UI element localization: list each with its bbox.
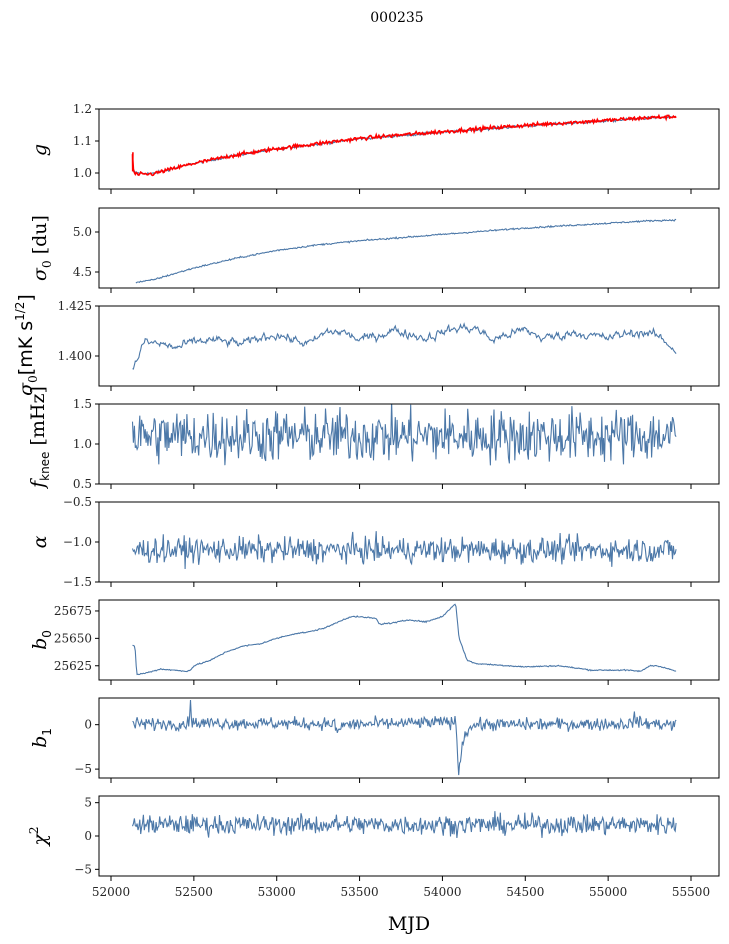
y-tick-label: 4.5 bbox=[73, 265, 92, 279]
y-axis-label-chi2: χ2 bbox=[27, 826, 51, 847]
y-axis-label-b0: b0 bbox=[29, 630, 54, 650]
axes-frame bbox=[98, 305, 720, 387]
x-tick-label: 54500 bbox=[506, 885, 544, 899]
y-axis-label-b1: b1 bbox=[29, 728, 54, 748]
series-line-g bbox=[132, 114, 677, 175]
series-line-sigma0_mk bbox=[132, 322, 677, 370]
y-tick-label: −5 bbox=[74, 762, 92, 776]
x-tick-label: 55500 bbox=[672, 885, 710, 899]
y-tick-label: 5 bbox=[84, 796, 92, 810]
axes-frame bbox=[98, 207, 720, 289]
y-axis-label-g: g bbox=[29, 144, 51, 156]
y-axis-label-alpha: α bbox=[29, 535, 51, 548]
series-line-b0 bbox=[132, 603, 677, 676]
x-tick-label: 53000 bbox=[258, 885, 296, 899]
panels: 1.0 1.1 1.2 g 4.5 5.0 σ0 [du] 1.400 1.425 σ0[mK s… bbox=[13, 102, 720, 899]
axes-frame bbox=[98, 108, 720, 190]
series-line-g-fit bbox=[131, 113, 677, 177]
y-tick-label: 25625 bbox=[54, 659, 92, 673]
x-tick-label: 54000 bbox=[423, 885, 461, 899]
y-axis-label-fknee: fknee [mHz] bbox=[27, 386, 52, 490]
series-line-alpha bbox=[131, 531, 677, 570]
y-tick-label: 1.400 bbox=[58, 349, 92, 363]
y-tick-label: 25650 bbox=[54, 631, 92, 645]
y-tick-label: 1.425 bbox=[58, 299, 92, 313]
y-tick-label: −0.5 bbox=[63, 495, 92, 509]
y-tick-label: 5.0 bbox=[73, 225, 92, 239]
axes-frame bbox=[98, 599, 720, 681]
x-tick-label: 52500 bbox=[175, 885, 213, 899]
panel-sigma0_du: 4.5 5.0 σ0 [du] bbox=[29, 207, 720, 293]
y-tick-label: 1.0 bbox=[73, 166, 92, 180]
y-axis-label-sigma0_du: σ0 [du] bbox=[29, 215, 54, 281]
series-line-sigma0_du bbox=[135, 218, 677, 284]
series-line-chi2 bbox=[131, 811, 677, 838]
y-tick-label: −1.0 bbox=[63, 535, 92, 549]
axes-frame bbox=[98, 501, 720, 583]
y-tick-label: −1.5 bbox=[63, 575, 92, 589]
axes-frame bbox=[98, 697, 720, 779]
y-tick-label: 0 bbox=[84, 829, 92, 843]
panel-chi2: −5 0 5 52000 52500 53000 53500 54000 54500 55000 5… bbox=[27, 795, 720, 899]
y-tick-label: −5 bbox=[74, 862, 92, 876]
axes-frame bbox=[98, 795, 720, 877]
panel-fknee: 0.5 1.0 1.5 fknee [mHz] bbox=[27, 386, 720, 491]
x-tick-label: 53500 bbox=[340, 885, 378, 899]
series-line-b1 bbox=[132, 699, 677, 776]
panel-alpha: −1.5 −1.0 −0.5 α bbox=[29, 495, 720, 589]
panel-sigma0_mk: 1.400 1.425 σ0[mK s1/2] bbox=[13, 294, 720, 396]
y-tick-label: 25675 bbox=[54, 604, 92, 618]
y-tick-label: 1.2 bbox=[73, 102, 92, 116]
panel-b1: −5 0 b1 bbox=[29, 697, 720, 783]
y-tick-label: 0 bbox=[84, 718, 92, 732]
figure-title: 000235 bbox=[370, 10, 423, 26]
y-tick-label: 1.1 bbox=[73, 134, 92, 148]
y-tick-label: 1.5 bbox=[73, 397, 92, 411]
x-axis-label: MJD bbox=[388, 913, 430, 935]
y-tick-label: 0.5 bbox=[73, 477, 92, 491]
x-tick-label: 55000 bbox=[589, 885, 627, 899]
x-tick-label: 52000 bbox=[92, 885, 130, 899]
series-line-fknee bbox=[131, 404, 677, 466]
y-axis-label-sigma0_mk: σ0[mK s1/2] bbox=[13, 294, 40, 396]
y-tick-label: 1.0 bbox=[73, 437, 92, 451]
panel-g: 1.0 1.1 1.2 g bbox=[29, 102, 720, 194]
